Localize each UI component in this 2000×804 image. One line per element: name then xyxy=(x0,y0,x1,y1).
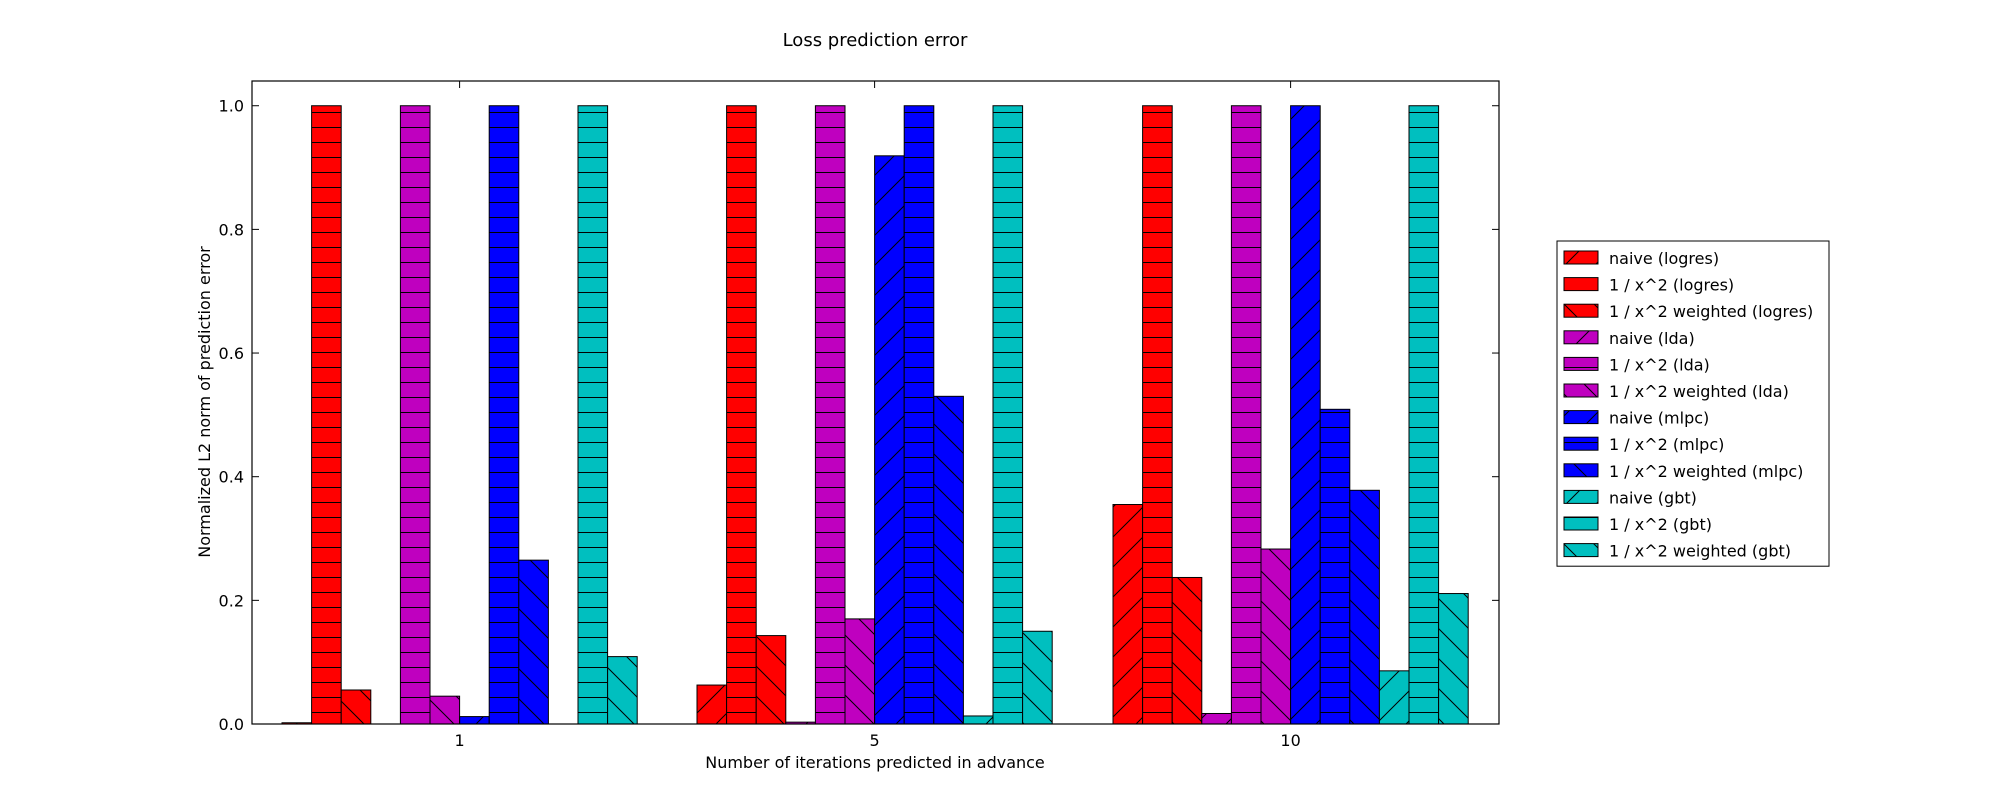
legend-item: 1 / x^2 weighted (logres) xyxy=(1563,302,1813,321)
legend-swatch xyxy=(1563,330,1599,345)
legend-label: 1 / x^2 weighted (gbt) xyxy=(1609,542,1791,561)
legend-item: naive (mlpc) xyxy=(1563,409,1709,428)
bar xyxy=(429,695,461,725)
bar xyxy=(726,105,757,725)
legend-label: 1 / x^2 (lda) xyxy=(1609,355,1710,374)
bar xyxy=(1408,105,1440,725)
y-axis: 0.0 0.2 0.4 0.6 0.8 1.0 xyxy=(219,97,1499,734)
y-tick-label: 0.2 xyxy=(219,591,244,610)
bar xyxy=(518,559,549,725)
bar xyxy=(755,635,787,725)
bar xyxy=(903,105,935,725)
legend-label: naive (lda) xyxy=(1609,329,1695,348)
x-axis: 1 5 10 xyxy=(455,81,1301,750)
bar xyxy=(1378,670,1410,725)
legend-frame xyxy=(1556,240,1830,567)
bar xyxy=(1201,712,1232,725)
legend-swatch xyxy=(1563,410,1599,425)
y-tick-label: 0.0 xyxy=(219,715,244,734)
legend-label: 1 / x^2 weighted (logres) xyxy=(1609,302,1813,321)
legend-item: 1 / x^2 (logres) xyxy=(1563,276,1734,295)
bar xyxy=(992,105,1024,725)
legend-label: 1 / x^2 (logres) xyxy=(1609,276,1734,295)
legend-label: naive (mlpc) xyxy=(1609,409,1709,428)
legend-label: naive (gbt) xyxy=(1609,488,1697,507)
bar xyxy=(1290,105,1321,725)
legend-label: naive (logres) xyxy=(1609,249,1719,268)
bar xyxy=(340,689,372,725)
x-tick-label: 1 xyxy=(455,731,465,750)
chart-title: Loss prediction error xyxy=(783,30,968,51)
x-tick-label: 5 xyxy=(870,731,880,750)
bar xyxy=(1438,593,1469,725)
bars-layer xyxy=(281,105,1469,725)
legend-item: 1 / x^2 (mlpc) xyxy=(1563,435,1724,454)
bar xyxy=(933,395,964,725)
bar xyxy=(1022,630,1053,725)
legend-label: 1 / x^2 (mlpc) xyxy=(1609,435,1724,454)
legend-item: 1 / x^2 (lda) xyxy=(1563,355,1710,374)
legend: naive (logres) 1 / x^2 (logres) 1 / x^2 we… xyxy=(1556,240,1830,567)
bar xyxy=(459,716,490,725)
y-tick-label: 0.8 xyxy=(219,220,244,239)
bar xyxy=(844,618,876,725)
bar xyxy=(1230,105,1262,725)
bar xyxy=(488,105,520,725)
legend-swatch xyxy=(1563,250,1599,265)
y-tick-label: 1.0 xyxy=(219,97,244,116)
legend-swatch xyxy=(1563,356,1599,371)
bar xyxy=(311,105,342,725)
bar xyxy=(1319,408,1351,725)
legend-swatch xyxy=(1563,463,1599,478)
legend-item: 1 / x^2 weighted (mlpc) xyxy=(1563,462,1803,481)
legend-swatch xyxy=(1563,543,1599,558)
x-tick-label: 10 xyxy=(1280,731,1300,750)
x-axis-label: Number of iterations predicted in advanc… xyxy=(705,753,1045,772)
bar xyxy=(577,105,609,725)
bar xyxy=(1260,548,1292,725)
legend-swatch xyxy=(1563,383,1599,398)
legend-item: naive (gbt) xyxy=(1563,488,1697,507)
legend-label: 1 / x^2 (gbt) xyxy=(1609,515,1712,534)
legend-swatch xyxy=(1563,277,1599,292)
legend-swatch xyxy=(1563,436,1599,451)
bar xyxy=(1112,504,1144,725)
legend-swatch xyxy=(1563,516,1599,531)
bar xyxy=(814,105,846,725)
legend-label: 1 / x^2 weighted (lda) xyxy=(1609,382,1789,401)
legend-item: naive (logres) xyxy=(1563,249,1719,268)
bar xyxy=(1171,576,1203,725)
y-axis-label: Normalized L2 norm of prediction error xyxy=(195,246,214,558)
bar xyxy=(696,684,728,725)
bar xyxy=(874,155,905,725)
legend-label: 1 / x^2 weighted (mlpc) xyxy=(1609,462,1803,481)
bar xyxy=(399,105,431,725)
legend-swatch xyxy=(1563,489,1599,504)
y-tick-label: 0.4 xyxy=(219,468,244,487)
legend-item: 1 / x^2 weighted (gbt) xyxy=(1563,542,1791,561)
bar xyxy=(607,656,638,725)
y-tick-label: 0.6 xyxy=(219,344,244,363)
bar xyxy=(1349,489,1380,725)
legend-swatch xyxy=(1563,303,1599,318)
bar xyxy=(962,715,994,725)
legend-item: 1 / x^2 (gbt) xyxy=(1563,515,1712,534)
plot-frame xyxy=(251,80,1500,725)
legend-item: naive (lda) xyxy=(1563,329,1695,348)
bar xyxy=(1142,105,1173,725)
legend-item: 1 / x^2 weighted (lda) xyxy=(1563,382,1789,401)
